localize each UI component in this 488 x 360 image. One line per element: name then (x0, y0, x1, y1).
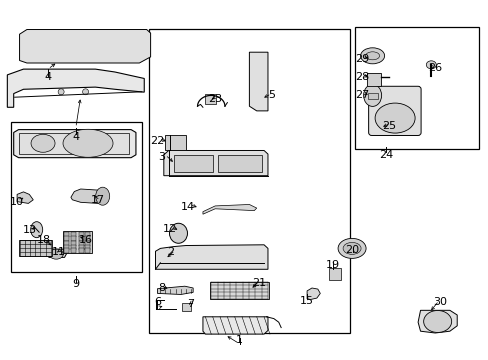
Polygon shape (155, 245, 267, 269)
Text: 27: 27 (354, 90, 368, 100)
Ellipse shape (31, 222, 42, 238)
Ellipse shape (337, 238, 366, 258)
Ellipse shape (96, 187, 109, 205)
Bar (149, 29, 349, 333)
Text: 21: 21 (252, 278, 265, 288)
Ellipse shape (363, 84, 381, 107)
Circle shape (58, 89, 64, 95)
FancyBboxPatch shape (368, 86, 420, 135)
Bar (64, 245, 69, 250)
Text: 15: 15 (300, 296, 313, 306)
Polygon shape (306, 288, 320, 300)
Bar (79, 232, 84, 237)
Text: 8: 8 (158, 283, 164, 293)
Text: 16: 16 (79, 235, 92, 246)
Text: 24: 24 (378, 150, 393, 160)
Bar (64, 240, 69, 246)
Polygon shape (203, 204, 256, 214)
Bar (79, 248, 84, 253)
Bar (182, 303, 191, 311)
Text: 22: 22 (150, 136, 164, 146)
Polygon shape (163, 150, 267, 176)
Bar (217, 155, 261, 172)
Polygon shape (71, 189, 107, 203)
Ellipse shape (49, 249, 63, 259)
Bar (79, 240, 84, 246)
Bar (205, 94, 216, 104)
Bar (165, 135, 185, 150)
Text: 10: 10 (10, 197, 24, 207)
Bar (64, 248, 69, 253)
Bar (71, 248, 76, 253)
Ellipse shape (426, 61, 435, 69)
Bar (71, 240, 76, 246)
Text: 6: 6 (154, 297, 161, 307)
Text: 4: 4 (72, 132, 79, 142)
Text: 23: 23 (208, 94, 222, 104)
Text: 9: 9 (72, 279, 79, 289)
Text: 2: 2 (167, 247, 174, 257)
Ellipse shape (343, 242, 360, 255)
Bar (11, 122, 142, 272)
Bar (19, 240, 52, 256)
Ellipse shape (374, 103, 414, 133)
Text: 13: 13 (22, 225, 36, 235)
Text: 18: 18 (37, 235, 51, 246)
Bar (64, 232, 69, 237)
Polygon shape (14, 130, 136, 158)
Ellipse shape (360, 48, 384, 64)
Polygon shape (17, 192, 33, 203)
Text: 30: 30 (432, 297, 446, 307)
Text: 3: 3 (158, 152, 164, 162)
Bar (19, 133, 129, 154)
Ellipse shape (365, 52, 379, 60)
Bar (366, 73, 381, 86)
Polygon shape (46, 249, 67, 257)
Text: 12: 12 (163, 224, 177, 234)
Bar (85, 248, 90, 253)
Text: 28: 28 (354, 72, 368, 82)
Bar (64, 236, 69, 241)
Ellipse shape (169, 223, 187, 243)
Text: 14: 14 (181, 202, 195, 212)
Text: 5: 5 (267, 90, 274, 100)
Bar (62, 231, 92, 253)
Text: 20: 20 (345, 245, 358, 255)
Polygon shape (20, 30, 150, 63)
Text: 19: 19 (325, 260, 339, 270)
Circle shape (82, 89, 88, 95)
Bar (71, 236, 76, 241)
Text: 4: 4 (44, 72, 51, 82)
Bar (210, 282, 268, 299)
Bar (85, 232, 90, 237)
Text: 17: 17 (91, 195, 104, 205)
Bar (354, 27, 478, 149)
Text: 25: 25 (381, 121, 395, 131)
Polygon shape (203, 317, 267, 334)
Bar (85, 245, 90, 250)
Bar (71, 232, 76, 237)
Bar (367, 93, 377, 99)
Text: 29: 29 (354, 54, 368, 64)
Text: 7: 7 (187, 299, 194, 309)
Bar (85, 236, 90, 241)
Bar (79, 236, 84, 241)
Polygon shape (417, 310, 456, 333)
Ellipse shape (423, 310, 451, 333)
Ellipse shape (31, 134, 55, 152)
Polygon shape (249, 52, 267, 111)
Bar (79, 245, 84, 250)
Text: 26: 26 (427, 63, 441, 73)
Bar (173, 155, 212, 172)
Bar (328, 268, 340, 280)
Text: 11: 11 (52, 247, 65, 257)
Text: 1: 1 (236, 335, 243, 345)
Bar (71, 245, 76, 250)
Polygon shape (7, 69, 144, 107)
Bar (85, 240, 90, 246)
Ellipse shape (63, 129, 113, 157)
Polygon shape (157, 286, 193, 294)
